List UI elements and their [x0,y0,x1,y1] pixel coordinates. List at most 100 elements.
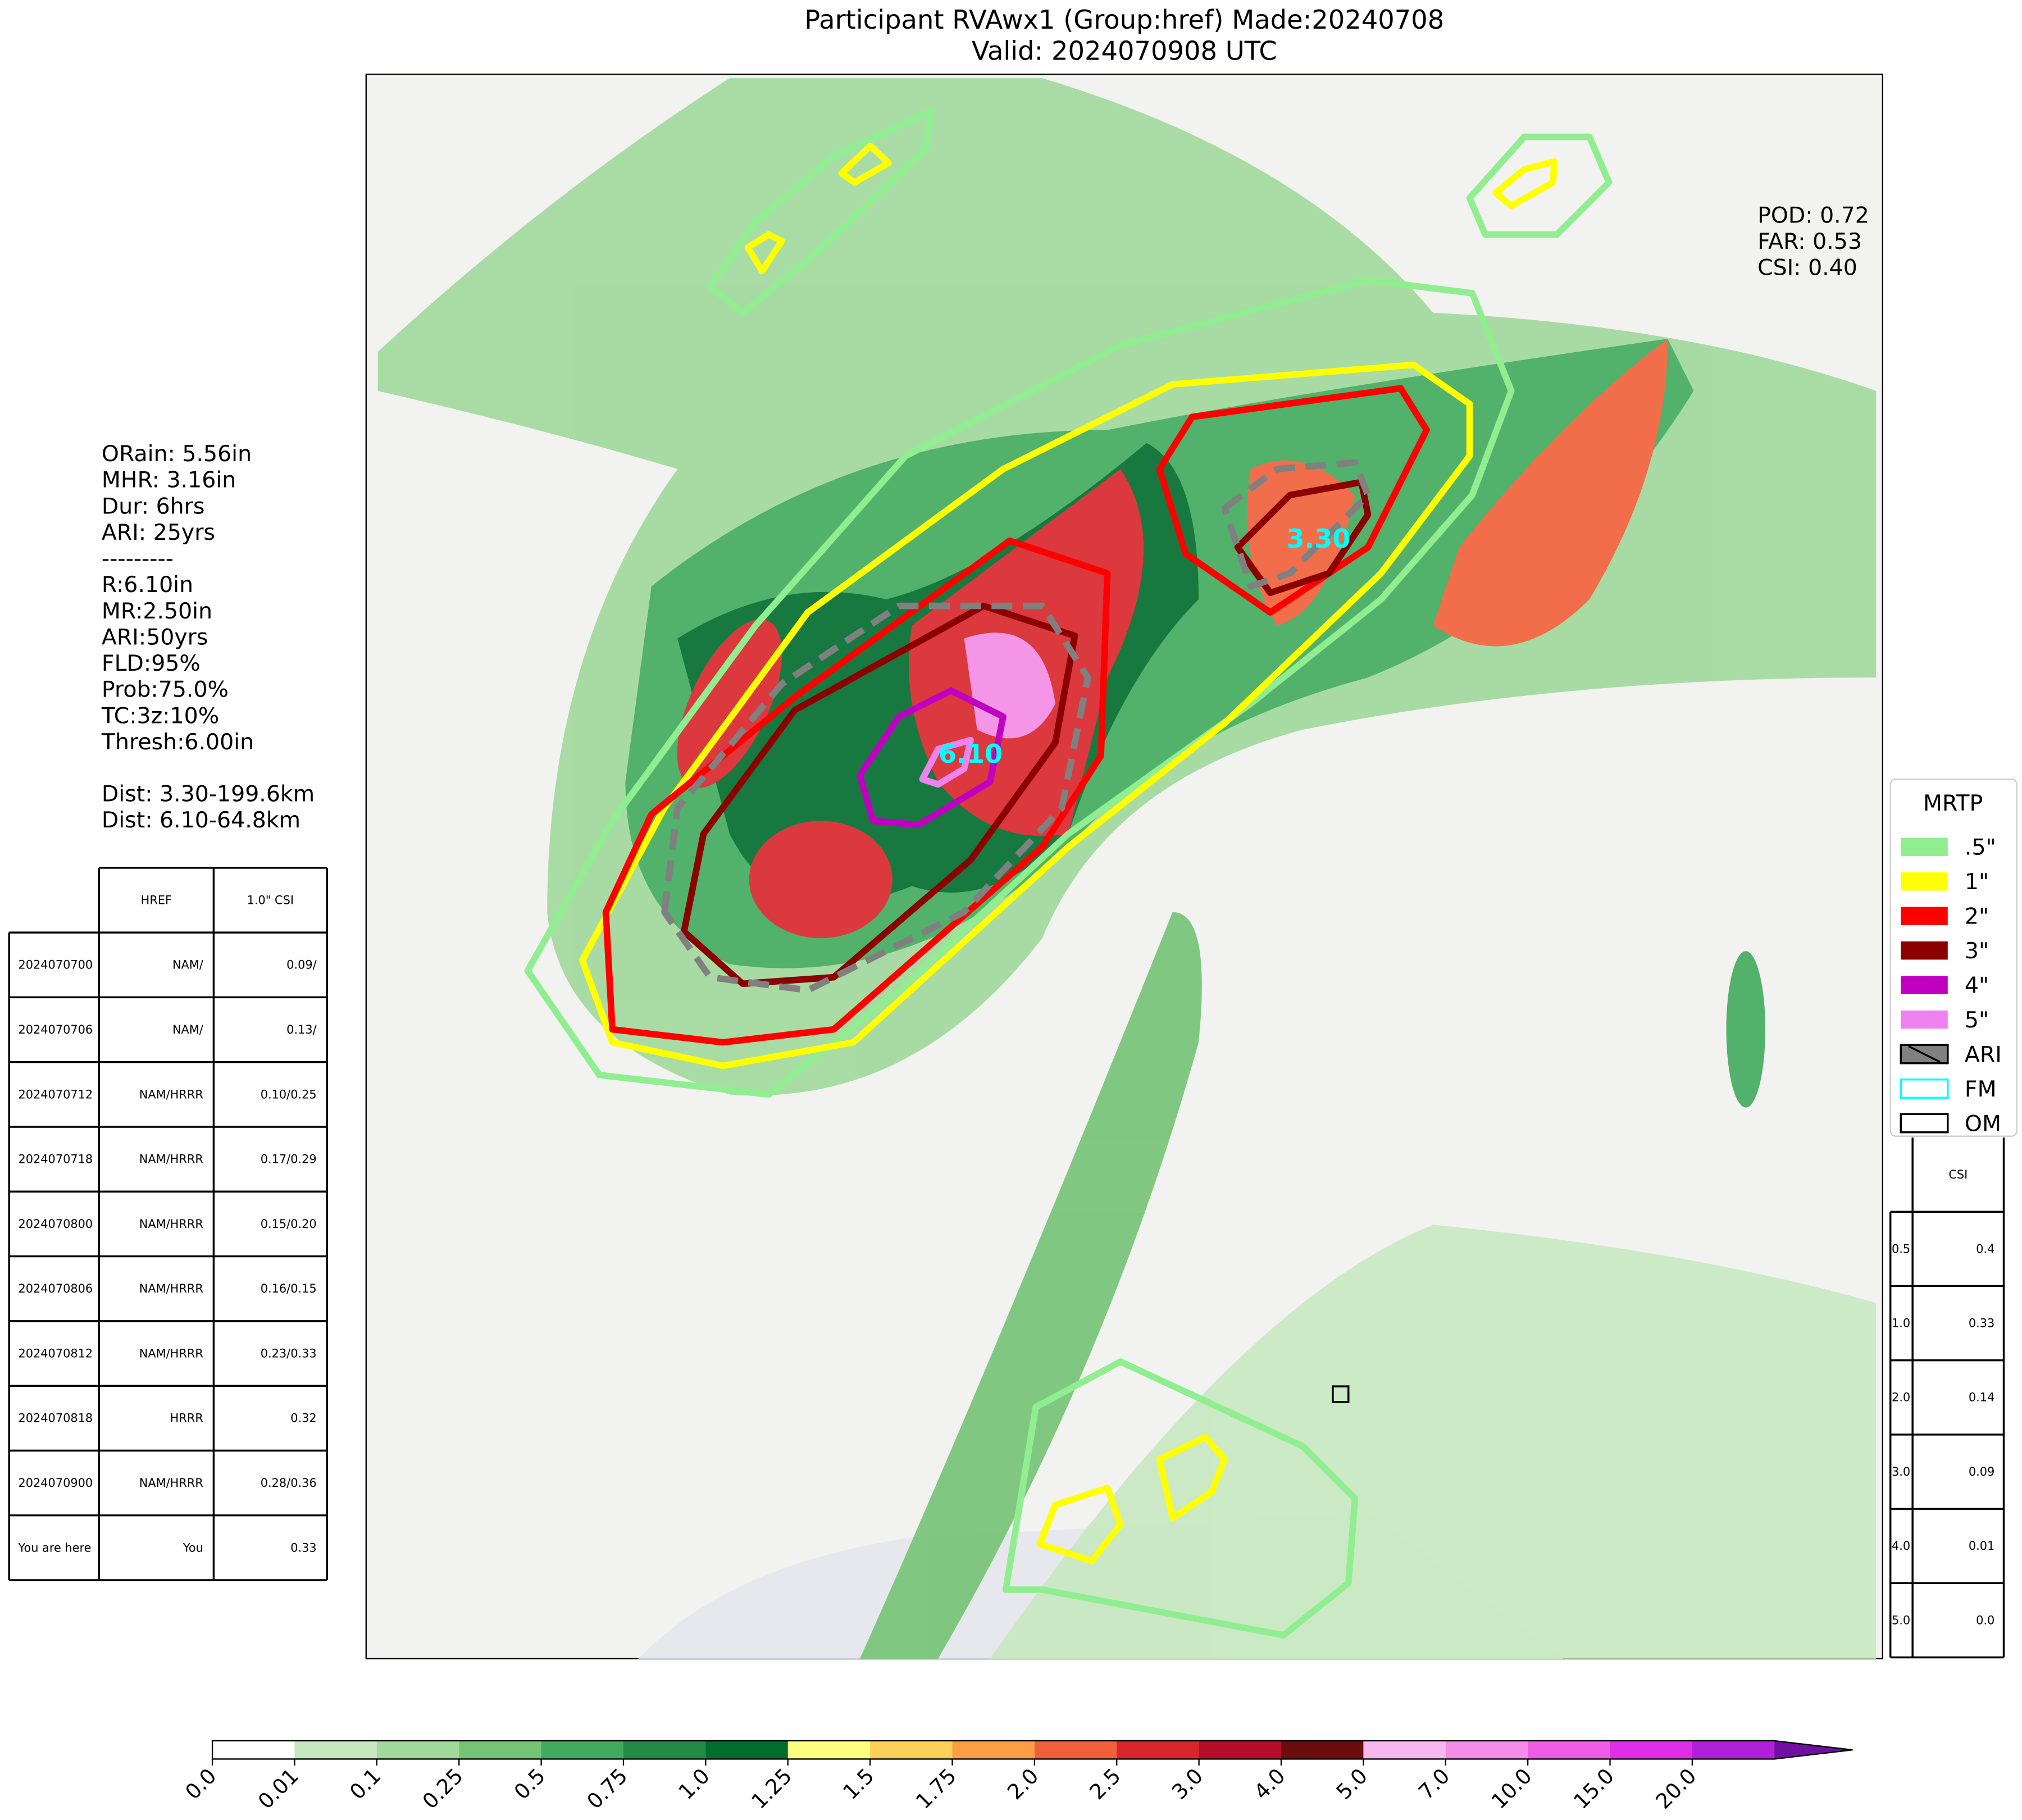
colorbar-bin [1281,1740,1364,1759]
legend-label: 1" [1965,869,1989,895]
colorbar-label: 15.0 [1569,1764,1619,1814]
colorbar-bin [1610,1740,1693,1759]
legend-label: 5" [1965,1007,1989,1033]
colorbar-extend [1774,1740,1853,1759]
legend-swatch [1901,976,1948,994]
legend-label: ARI [1965,1041,2002,1067]
table-cell: 4.0 [1892,1539,1910,1553]
distance: Dist: 3.30-199.6km [102,781,315,807]
table-cell: NAM/ [172,1023,204,1036]
history-table: HREF 1.0" CSI 2024070700 NAM/0.09/202407070… [8,867,328,1581]
colorbar-label: 5.0 [1332,1764,1372,1804]
table-cell: 2024070712 [18,1088,93,1101]
colorbar-bin [1445,1740,1529,1759]
colorbar-bin [1528,1740,1611,1759]
legend-swatch [1901,838,1948,856]
table-cell: 0.17/0.29 [261,1153,317,1166]
table-cell: NAM/HRRR [139,1153,203,1166]
legend-swatch [1900,1113,1949,1134]
table-cell: 2024070700 [18,958,93,972]
table-cell: 0.15/0.20 [261,1217,317,1231]
table-cell: 1.0 [1892,1316,1910,1330]
legend-swatch [1901,872,1948,891]
table-cell: 0.5 [1892,1242,1910,1255]
table-cell: 2024070718 [18,1153,93,1166]
legend-title: MRTP [1923,790,1983,816]
colorbar-bin [1117,1740,1200,1759]
om-marker [1332,1385,1350,1403]
table-cell: 2024070900 [18,1476,93,1490]
colorbar-label: 2.5 [1085,1764,1126,1804]
stat-line: ORain: 5.56in [102,441,252,467]
colorbar-outline [211,1740,1853,1760]
table-cell: 0.4 [1976,1242,1994,1255]
table-cell: 0.33 [290,1541,316,1554]
contour-label: 3.30 [1286,524,1350,554]
table-header: CSI [1948,1168,1968,1181]
table-cell: 2024070812 [18,1346,93,1360]
table-cell: 2024070706 [18,1023,93,1036]
distance: Dist: 6.10-64.8km [102,807,300,833]
legend-label: 3" [1965,938,1989,964]
score: FAR: 0.53 [1757,229,1862,254]
table-cell: 0.0 [1976,1613,1994,1627]
colorbar-label: 1.0 [674,1764,714,1804]
contours [524,107,1613,1639]
stat-line: ARI:50yrs [102,625,208,650]
stat-line: Dur: 6hrs [102,493,204,519]
stat-line: MR:2.50in [102,598,212,624]
table-cell: 5.0 [1892,1613,1910,1627]
table-cell: 0.13/ [286,1023,317,1036]
colorbar-label: 1.25 [747,1764,797,1814]
colorbar-bin [212,1740,295,1759]
legend-swatch [1901,941,1948,960]
table-cell: NAM/HRRR [139,1217,203,1231]
colorbar-bin [459,1740,542,1759]
table-cell: 2.0 [1892,1391,1910,1404]
table-cell: 0.32 [290,1412,316,1425]
colorbar-label: 0.1 [345,1764,385,1804]
table-cell: 0.09/ [286,958,317,972]
table-cell: 0.01 [1969,1539,1994,1553]
table-cell: NAM/HRRR [139,1088,203,1101]
table-cell: 2024070800 [18,1217,93,1231]
colorbar-label: 0.01 [253,1764,303,1814]
table-cell: HRRR [170,1412,203,1425]
colorbar-bin [1034,1740,1118,1759]
stat-line: R:6.10in [102,572,193,598]
stat-line: --------- [102,546,174,572]
colorbar-label: 20.0 [1651,1764,1701,1814]
colorbar-label: 1.75 [911,1764,961,1814]
legend-label: .5" [1965,835,1996,861]
colorbar-bin [705,1740,789,1759]
stat-line: Thresh:6.00in [101,729,254,755]
colorbar-bin [870,1740,953,1759]
table-cell: 2024070806 [18,1282,93,1295]
colorbar-bin [952,1740,1036,1759]
stat-line: ARI: 25yrs [102,520,215,545]
stat-line: FLD:95% [102,650,201,676]
table-cell: 0.28/0.36 [261,1476,317,1490]
table-cell: NAM/ [172,958,204,972]
table-cell: 3.0 [1892,1465,1910,1478]
colorbar-bin [294,1740,378,1759]
legend-swatch [1901,1010,1948,1029]
csi-table: CSI 0.5 0.4 1.0 0.33 2.0 0.14 3.0 0.09 4.0 0.01 5.0… [1889,1137,2005,1659]
colorbar-label: 4.0 [1250,1764,1290,1804]
contour-label: 6.10 [939,739,1003,769]
stat-line: TC:3z:10% [101,703,219,729]
table-cell: NAM/HRRR [139,1476,203,1490]
hatch [1908,1045,1941,1063]
colorbar-bin [1692,1740,1775,1759]
table-cell: NAM/HRRR [139,1282,203,1295]
table-cell: NAM/HRRR [139,1346,203,1360]
colorbar-bin [1363,1740,1446,1759]
table-cell: 0.23/0.33 [261,1346,317,1360]
legend-swatch [1901,907,1948,925]
colorbar-label: 0.75 [582,1764,632,1814]
table-cell: 0.09 [1969,1465,1994,1478]
colorbar-label: 10.0 [1487,1764,1537,1814]
colorbar-label: 1.5 [839,1764,879,1804]
